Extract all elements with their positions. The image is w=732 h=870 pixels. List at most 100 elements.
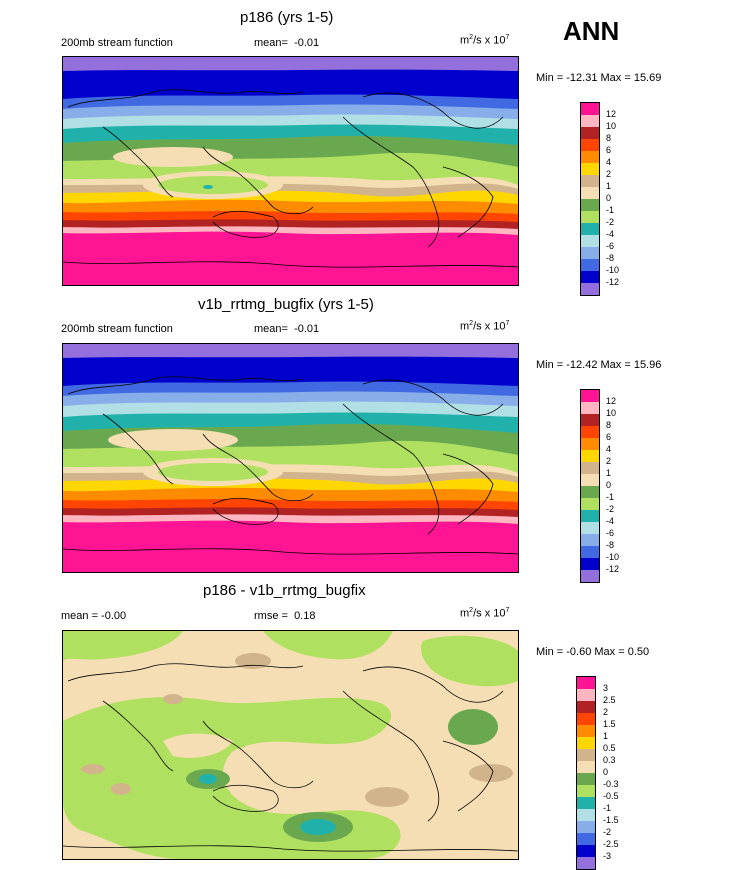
panel-1-field-label: 200mb stream function [61,37,173,49]
colorbar-swatch [581,498,599,510]
colorbar-tick-label: 2 [603,707,609,717]
colorbar-swatch [577,737,595,749]
colorbar-swatch [581,414,599,426]
colorbar-tick-label: 10 [606,121,617,131]
colorbar-swatch [581,474,599,486]
colorbar-swatch [581,522,599,534]
panel-2-minmax: Min = -12.42 Max = 15.96 [536,359,662,371]
colorbar-swatch [581,558,599,570]
colorbar-swatch [577,701,595,713]
colorbar-swatch [581,235,599,247]
colorbar-swatch [581,426,599,438]
colorbar-swatch [581,570,599,582]
colorbar-swatch [581,402,599,414]
colorbar-tick-label: -2 [603,827,612,837]
panel-1-colorbar [580,102,600,296]
colorbar-swatch [577,821,595,833]
colorbar-tick-label: -1 [606,205,615,215]
colorbar-tick-label: -8 [606,253,615,263]
colorbar-tick-label: 6 [606,145,612,155]
panel-3-rmse: rmse = 0.18 [254,610,315,622]
colorbar-tick-label: -4 [606,516,615,526]
colorbar-swatch [581,115,599,127]
colorbar-tick-label: -6 [606,241,615,251]
colorbar-swatch [581,450,599,462]
colorbar-swatch [581,438,599,450]
colorbar-tick-label: -0.5 [603,791,619,801]
panel-3-colorbar [576,676,596,870]
colorbar-swatch [577,677,595,689]
colorbar-swatch [581,486,599,498]
colorbar-tick-label: 0 [606,193,612,203]
colorbar-tick-label: -1 [606,492,615,502]
colorbar-swatch [577,761,595,773]
colorbar-swatch [577,689,595,701]
colorbar-swatch [581,163,599,175]
colorbar-tick-label: 8 [606,420,612,430]
colorbar-tick-label: -12 [606,277,620,287]
panel-2-mean-label: mean= [254,323,288,335]
panel-2-units: m2/s x 107 [460,320,510,333]
colorbar-tick-label: 0.3 [603,755,616,765]
colorbar-tick-label: 1 [606,181,612,191]
colorbar-swatch [581,103,599,115]
colorbar-tick-label: -2 [606,504,615,514]
colorbar-swatch [577,797,595,809]
colorbar-tick-label: 3 [603,683,609,693]
colorbar-swatch [581,259,599,271]
colorbar-tick-label: -3 [603,851,612,861]
colorbar-swatch [577,713,595,725]
panel-2-map [62,343,519,573]
colorbar-swatch [581,510,599,522]
colorbar-swatch [577,749,595,761]
colorbar-tick-label: -0.3 [603,779,619,789]
colorbar-tick-label: 2.5 [603,695,616,705]
colorbar-tick-label: -12 [606,564,620,574]
colorbar-tick-label: -10 [606,552,620,562]
colorbar-tick-label: -2.5 [603,839,619,849]
panel-2-field-label: 200mb stream function [61,323,173,335]
colorbar-swatch [577,809,595,821]
panel-3-rmse-label: rmse = [254,610,288,622]
panel-1-title: p186 (yrs 1-5) [240,9,334,26]
panel-1-map [62,56,519,286]
colorbar-swatch [577,773,595,785]
colorbar-swatch [581,462,599,474]
colorbar-tick-label: 1.5 [603,719,616,729]
colorbar-swatch [581,127,599,139]
panel-3-minmax: Min = -0.60 Max = 0.50 [536,646,650,658]
panel-1-units: m2/s x 107 [460,34,510,47]
colorbar-swatch [581,151,599,163]
colorbar-tick-label: -8 [606,540,615,550]
panel-2-mean: mean= -0.01 [254,323,319,335]
colorbar-swatch [577,785,595,797]
panel-2-mean-value: -0.01 [294,323,320,335]
colorbar-swatch [577,725,595,737]
colorbar-tick-label: -6 [606,528,615,538]
colorbar-tick-label: -2 [606,217,615,227]
colorbar-swatch [581,390,599,402]
colorbar-tick-label: 2 [606,169,612,179]
panel-3-title: p186 - v1b_rrtmg_bugfix [203,582,366,599]
colorbar-tick-label: -1.5 [603,815,619,825]
colorbar-tick-label: -10 [606,265,620,275]
colorbar-tick-label: 0 [603,767,609,777]
panel-2-colorbar [580,389,600,583]
colorbar-tick-label: 4 [606,157,612,167]
colorbar-tick-label: -4 [606,229,615,239]
colorbar-tick-label: 1 [603,731,609,741]
colorbar-tick-label: 2 [606,456,612,466]
colorbar-swatch [581,139,599,151]
colorbar-tick-label: 8 [606,133,612,143]
colorbar-swatch [581,283,599,295]
panel-1-mean-value: -0.01 [294,37,320,49]
colorbar-swatch [577,845,595,857]
colorbar-tick-label: 12 [606,396,617,406]
panel-1-mean: mean= -0.01 [254,37,319,49]
colorbar-tick-label: 10 [606,408,617,418]
panel-3-rmse-value: 0.18 [294,610,316,622]
colorbar-tick-label: 0 [606,480,612,490]
season-label: ANN [563,16,620,46]
panel-3-units: m2/s x 107 [460,607,510,620]
colorbar-swatch [581,271,599,283]
